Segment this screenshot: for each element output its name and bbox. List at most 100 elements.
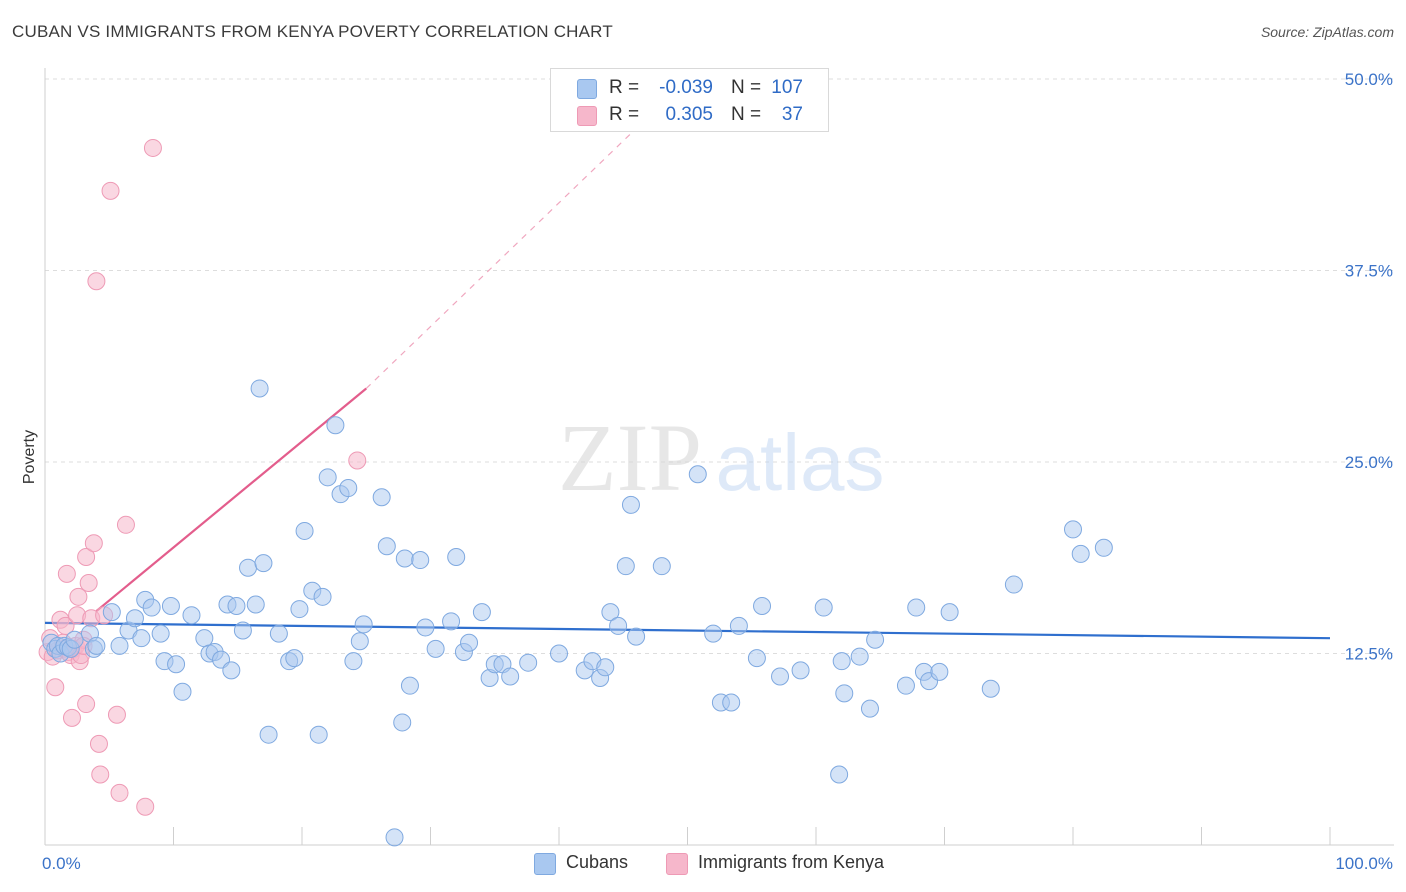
data-point-cubans bbox=[393, 713, 412, 732]
data-point-cubans bbox=[285, 649, 304, 668]
legend-n-label: N = bbox=[731, 104, 762, 125]
data-point-cubans bbox=[354, 615, 373, 634]
legend-r-value: 0.305 bbox=[665, 104, 713, 125]
legend-n-value: 107 bbox=[771, 77, 803, 98]
data-point-cubans bbox=[132, 629, 151, 648]
data-point-cubans bbox=[771, 667, 790, 686]
legend-swatch-cubans bbox=[534, 853, 556, 875]
data-point-cubans bbox=[616, 557, 635, 576]
legend-r-value: -0.039 bbox=[659, 77, 713, 98]
legend-r-label: R = bbox=[609, 104, 640, 125]
data-point-cubans bbox=[313, 587, 332, 606]
data-point-cubans bbox=[173, 682, 192, 701]
data-point-cubans bbox=[269, 624, 288, 643]
data-point-cubans bbox=[609, 616, 628, 635]
data-point-kenya bbox=[46, 678, 65, 697]
data-point-cubans bbox=[227, 597, 246, 616]
legend-n-label: N = bbox=[731, 77, 762, 98]
data-point-cubans bbox=[161, 597, 180, 616]
data-point-cubans bbox=[601, 603, 620, 622]
data-point-kenya bbox=[116, 515, 135, 534]
data-point-cubans bbox=[110, 636, 129, 655]
axes bbox=[44, 68, 1394, 846]
watermark-zip: ZIP bbox=[558, 404, 702, 511]
data-point-kenya bbox=[57, 564, 76, 583]
x-tick-label: 100.0% bbox=[1335, 854, 1393, 873]
y-tick-label: 12.5% bbox=[1345, 645, 1393, 664]
data-point-cubans bbox=[290, 600, 309, 619]
data-point-kenya bbox=[56, 616, 75, 635]
data-point-cubans bbox=[222, 661, 241, 680]
tick-labels: 12.5% 25.0% 37.5% 50.0% 0.0% 100.0% bbox=[42, 70, 1393, 873]
data-point-cubans bbox=[385, 828, 404, 847]
data-point-cubans bbox=[233, 621, 252, 640]
data-point-cubans bbox=[814, 598, 833, 617]
data-point-cubans bbox=[850, 647, 869, 666]
data-point-cubans bbox=[981, 679, 1000, 698]
y-tick-label: 50.0% bbox=[1345, 70, 1393, 89]
data-point-cubans bbox=[704, 624, 723, 643]
data-point-cubans bbox=[729, 616, 748, 635]
data-point-cubans bbox=[830, 765, 849, 784]
data-point-cubans bbox=[65, 630, 84, 649]
data-point-cubans bbox=[930, 662, 949, 681]
data-point-cubans bbox=[344, 652, 363, 671]
data-point-cubans bbox=[87, 636, 106, 655]
data-point-cubans bbox=[550, 644, 568, 663]
y-tick-label: 25.0% bbox=[1345, 453, 1393, 472]
data-point-cubans bbox=[125, 609, 144, 628]
data-point-cubans bbox=[747, 649, 766, 668]
data-point-kenya bbox=[77, 547, 96, 566]
data-point-cubans bbox=[688, 465, 707, 484]
data-point-cubans bbox=[753, 597, 772, 616]
data-point-cubans bbox=[426, 639, 445, 658]
legend-swatch-kenya bbox=[666, 853, 688, 875]
data-point-kenya bbox=[62, 708, 81, 727]
chart-source: Source: ZipAtlas.com bbox=[1260, 24, 1394, 40]
data-point-cubans bbox=[259, 725, 278, 744]
data-point-cubans bbox=[339, 479, 358, 498]
data-point-cubans bbox=[102, 603, 121, 622]
data-point-cubans bbox=[246, 595, 265, 614]
data-point-cubans bbox=[447, 547, 466, 566]
data-point-cubans bbox=[896, 676, 915, 695]
data-point-cubans bbox=[596, 658, 615, 677]
data-point-kenya bbox=[348, 451, 367, 470]
data-point-cubans bbox=[239, 558, 258, 577]
data-point-cubans bbox=[652, 557, 671, 576]
series-cubans-points bbox=[42, 379, 1113, 847]
data-point-cubans bbox=[907, 598, 926, 617]
trend-lines bbox=[44, 78, 1331, 640]
legend-row-cubans: R = -0.039 N = 107 bbox=[551, 75, 828, 101]
data-point-cubans bbox=[442, 612, 461, 631]
data-point-cubans bbox=[791, 661, 810, 680]
data-point-cubans bbox=[940, 603, 959, 622]
x-tick-label: 0.0% bbox=[42, 854, 81, 873]
data-point-cubans bbox=[460, 633, 479, 652]
series-legend: Cubans Immigrants from Kenya bbox=[0, 852, 1406, 876]
data-point-cubans bbox=[142, 598, 161, 617]
legend-label-cubans: Cubans bbox=[566, 852, 629, 872]
data-point-cubans bbox=[472, 603, 491, 622]
data-point-cubans bbox=[860, 699, 879, 718]
data-point-kenya bbox=[84, 534, 103, 553]
data-point-kenya bbox=[110, 783, 129, 802]
data-point-cubans bbox=[318, 468, 337, 487]
data-point-cubans bbox=[832, 652, 851, 671]
data-point-kenya bbox=[136, 797, 155, 816]
data-point-cubans bbox=[501, 667, 520, 686]
data-point-cubans bbox=[167, 655, 186, 674]
data-point-cubans bbox=[1094, 538, 1113, 557]
data-point-kenya bbox=[77, 695, 96, 714]
data-point-cubans bbox=[395, 549, 414, 568]
chart-title: CUBAN VS IMMIGRANTS FROM KENYA POVERTY C… bbox=[12, 22, 613, 41]
data-point-cubans bbox=[377, 537, 396, 556]
data-point-cubans bbox=[309, 725, 328, 744]
trend-line-cubans bbox=[44, 621, 1331, 640]
data-point-cubans bbox=[350, 632, 369, 651]
data-point-kenya bbox=[101, 181, 120, 200]
data-point-cubans bbox=[416, 618, 435, 637]
data-point-cubans bbox=[254, 554, 273, 573]
legend-row-kenya: R = 0.305 N = 37 bbox=[551, 102, 828, 128]
